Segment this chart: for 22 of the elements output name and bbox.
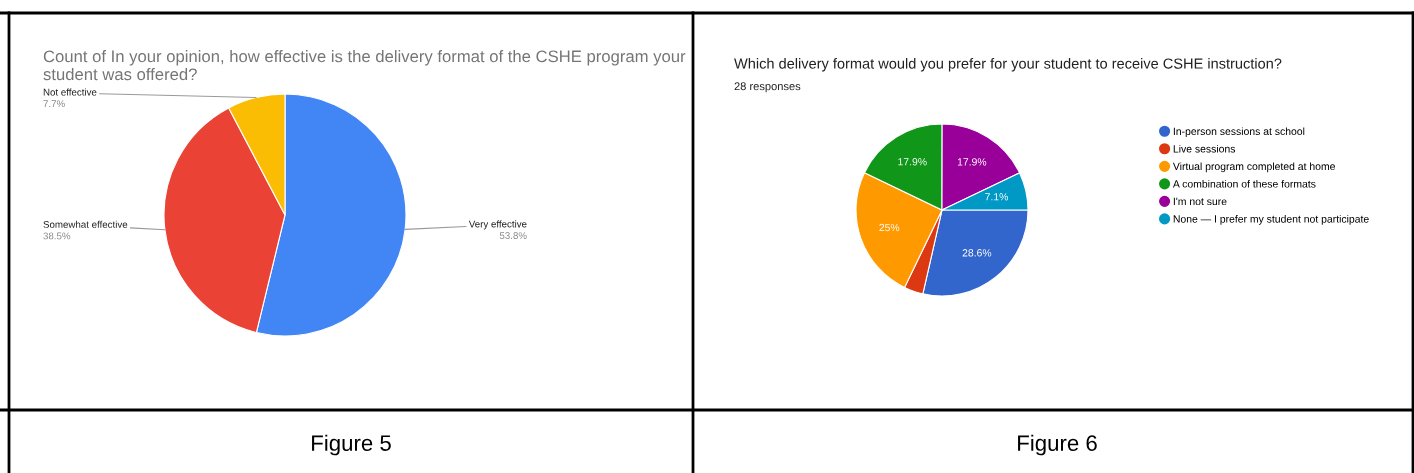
data-label: 17.9% <box>957 158 987 166</box>
legend-label: In-person sessions at school <box>1173 127 1305 138</box>
chart-title: Count of In your opinion, how effective is the delivery format of the CSHE program your student was offered? <box>43 50 686 81</box>
legend-label: A combination of these formats <box>1172 179 1316 188</box>
data-label: 7.7% <box>43 100 65 108</box>
chart-subtitle: 28 responses <box>734 82 801 93</box>
data-label: 25% <box>879 223 900 232</box>
legend-label: None — I prefer my student not participate <box>1173 214 1369 225</box>
slice-label: Not effective <box>43 88 97 96</box>
slice-label: Very effective <box>468 220 527 230</box>
caption: Figure 6 <box>1018 434 1097 456</box>
data-label: 53.8% <box>499 232 527 239</box>
caption: Figure 5 <box>312 434 391 456</box>
data-label: 38.5% <box>43 232 71 240</box>
data-label: 7.1% <box>985 193 1009 201</box>
data-label: 17.9% <box>898 158 927 166</box>
legend-label: Live sessions <box>1173 144 1236 153</box>
legend-label: I'm not sure <box>1173 197 1227 206</box>
legend-label: Virtual program completed at home <box>1172 162 1335 173</box>
slice-label: Somewhat effective <box>43 220 128 228</box>
chart-title: Which delivery format would you prefer for your student to receive CSHE instruction? <box>734 58 1282 72</box>
data-label: 28.6% <box>962 249 992 257</box>
